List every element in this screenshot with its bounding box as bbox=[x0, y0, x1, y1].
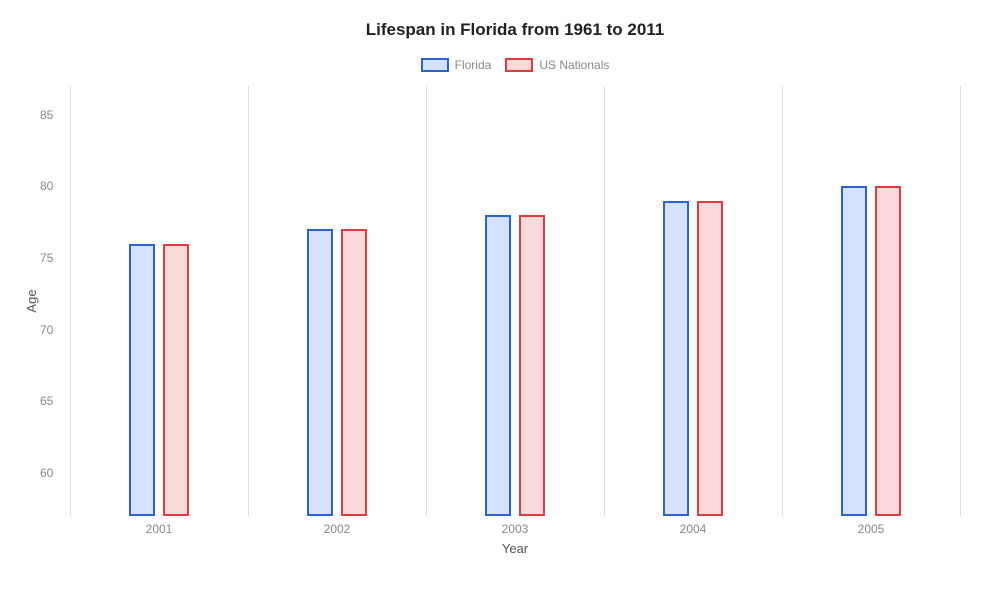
legend: Florida US Nationals bbox=[70, 58, 960, 72]
y-tick-label: 65 bbox=[40, 394, 53, 408]
bar-florida bbox=[841, 186, 867, 516]
y-tick-label: 80 bbox=[40, 179, 53, 193]
chart-container: Lifespan in Florida from 1961 to 2011 Fl… bbox=[0, 0, 1000, 600]
y-tick-label: 60 bbox=[40, 466, 53, 480]
bar-us-nationals bbox=[697, 201, 723, 516]
bar-us-nationals bbox=[163, 244, 189, 516]
x-tick-label: 2002 bbox=[324, 522, 351, 536]
grid-line-vertical bbox=[782, 86, 783, 516]
legend-label: Florida bbox=[455, 58, 492, 72]
plot-area: Age Year 6065707580852001200220032004200… bbox=[70, 86, 960, 516]
legend-swatch-us-nationals bbox=[505, 58, 533, 72]
x-tick-label: 2003 bbox=[502, 522, 529, 536]
chart-title: Lifespan in Florida from 1961 to 2011 bbox=[70, 20, 960, 40]
grid-line-vertical bbox=[426, 86, 427, 516]
x-tick-label: 2004 bbox=[680, 522, 707, 536]
legend-item-us-nationals: US Nationals bbox=[505, 58, 609, 72]
bar-florida bbox=[485, 215, 511, 516]
x-tick-label: 2005 bbox=[858, 522, 885, 536]
bar-us-nationals bbox=[341, 229, 367, 516]
grid-line-vertical bbox=[70, 86, 71, 516]
bar-florida bbox=[307, 229, 333, 516]
legend-swatch-florida bbox=[421, 58, 449, 72]
y-axis-label: Age bbox=[24, 289, 39, 312]
bar-us-nationals bbox=[519, 215, 545, 516]
y-tick-label: 75 bbox=[40, 251, 53, 265]
bar-florida bbox=[129, 244, 155, 516]
grid-line-vertical bbox=[960, 86, 961, 516]
y-tick-label: 70 bbox=[40, 323, 53, 337]
x-tick-label: 2001 bbox=[146, 522, 173, 536]
x-axis-label: Year bbox=[502, 541, 528, 556]
bar-us-nationals bbox=[875, 186, 901, 516]
grid-line-vertical bbox=[248, 86, 249, 516]
legend-label: US Nationals bbox=[539, 58, 609, 72]
legend-item-florida: Florida bbox=[421, 58, 492, 72]
bar-florida bbox=[663, 201, 689, 516]
grid-line-vertical bbox=[604, 86, 605, 516]
y-tick-label: 85 bbox=[40, 108, 53, 122]
